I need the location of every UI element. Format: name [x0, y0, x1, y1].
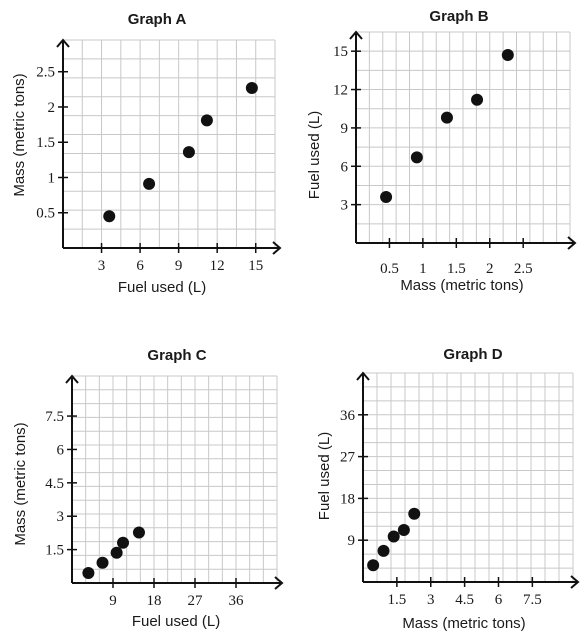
x-tick-label: 36: [229, 593, 245, 609]
y-tick-label: 27: [340, 450, 356, 466]
data-point: [182, 146, 195, 159]
data-point: [110, 546, 123, 559]
y-axis-label: Mass (metric tons): [11, 73, 28, 196]
data-point: [387, 530, 400, 543]
y-tick-label: 7.5: [45, 409, 64, 425]
y-tick-label: 3: [57, 509, 65, 525]
x-tick-label: 2.5: [514, 261, 533, 277]
y-axis-arrow-icon: [65, 374, 79, 384]
y-tick-label: 15: [333, 44, 348, 60]
x-axis-arrow-icon: [274, 576, 284, 590]
data-point: [132, 526, 145, 539]
graph-title: Graph B: [429, 8, 488, 25]
x-tick-label: 9: [109, 593, 117, 609]
x-tick-label: 3: [98, 258, 106, 274]
data-point: [397, 523, 410, 536]
x-tick-label: 27: [188, 593, 204, 609]
x-tick-label: 4.5: [455, 592, 474, 608]
y-tick-label: 2: [48, 100, 56, 116]
x-tick-label: 6: [495, 592, 503, 608]
x-tick-label: 1.5: [387, 592, 406, 608]
x-axis-arrow-icon: [570, 575, 580, 589]
grid: [63, 39, 276, 248]
y-axis-label: Fuel used (L): [306, 111, 323, 199]
data-point: [380, 190, 393, 203]
y-tick-label: 2.5: [36, 65, 55, 81]
y-tick-label: 1: [48, 170, 56, 186]
y-tick-label: 1.5: [45, 543, 64, 559]
data-point: [117, 536, 130, 549]
y-axis-label: Fuel used (L): [316, 432, 333, 520]
x-tick-label: 12: [210, 258, 225, 274]
x-axis-arrow-icon: [567, 236, 577, 250]
data-point: [501, 49, 514, 62]
graph-a: 3 6 9 12 15 0.5 1 1.5 2 2.5 Graph A Fuel used (L) Ma…: [11, 11, 282, 296]
x-axis-label: Mass (metric tons): [400, 277, 523, 294]
y-tick-label: 6: [341, 159, 349, 175]
x-axis-label: Mass (metric tons): [402, 615, 525, 632]
graph-title: Graph C: [147, 347, 206, 364]
grid: [363, 372, 574, 582]
x-axis-arrow-icon: [272, 241, 282, 255]
data-point: [377, 544, 390, 557]
data-point: [471, 93, 484, 106]
data-point: [408, 507, 421, 520]
data-point: [440, 111, 453, 124]
y-tick-label: 4.5: [45, 476, 64, 492]
data-point: [410, 151, 423, 164]
data-point: [200, 114, 213, 127]
y-axis-arrow-icon: [356, 371, 370, 381]
data-point: [367, 559, 380, 572]
x-tick-label: 1.5: [447, 261, 466, 277]
x-tick-label: 15: [248, 258, 263, 274]
data-point: [245, 81, 258, 94]
x-tick-label: 2: [486, 261, 494, 277]
y-tick-label: 9: [348, 533, 356, 549]
graph-b: 0.5 1 1.5 2 2.5 3 6 9 12 15 Graph B Mass (metric to…: [306, 8, 577, 294]
y-tick-label: 6: [57, 442, 65, 458]
x-tick-label: 0.5: [380, 261, 399, 277]
y-axis-label: Mass (metric tons): [12, 422, 29, 545]
y-tick-label: 36: [340, 408, 356, 424]
x-tick-label: 3: [427, 592, 435, 608]
data-point: [143, 177, 156, 190]
graph-title: Graph A: [128, 11, 187, 28]
x-axis-label: Fuel used (L): [132, 613, 220, 630]
data-point: [82, 566, 95, 579]
y-tick-label: 9: [341, 121, 349, 137]
graph-c: 9 18 27 36 1.5 3 4.5 6 7.5 Graph C Fuel used (L) Ma…: [12, 347, 284, 630]
graph-title: Graph D: [443, 346, 502, 363]
x-tick-label: 6: [136, 258, 144, 274]
x-axis-label: Fuel used (L): [118, 279, 206, 296]
grid: [72, 375, 278, 583]
graph-d: 1.5 3 4.5 6 7.5 9 18 27 36 Graph D Mass (metric to…: [316, 346, 580, 632]
y-axis-arrow-icon: [56, 38, 70, 48]
y-axis-arrow-icon: [349, 30, 363, 40]
x-tick-label: 1: [419, 261, 427, 277]
x-tick-label: 18: [147, 593, 162, 609]
y-tick-label: 0.5: [36, 206, 55, 222]
y-tick-label: 3: [341, 198, 349, 214]
data-point: [103, 210, 116, 223]
x-tick-label: 7.5: [523, 592, 542, 608]
grid: [356, 31, 571, 243]
y-tick-label: 18: [340, 491, 355, 507]
y-tick-label: 12: [333, 83, 348, 99]
y-tick-label: 1.5: [36, 135, 55, 151]
x-tick-label: 9: [175, 258, 183, 274]
data-point: [96, 556, 109, 569]
